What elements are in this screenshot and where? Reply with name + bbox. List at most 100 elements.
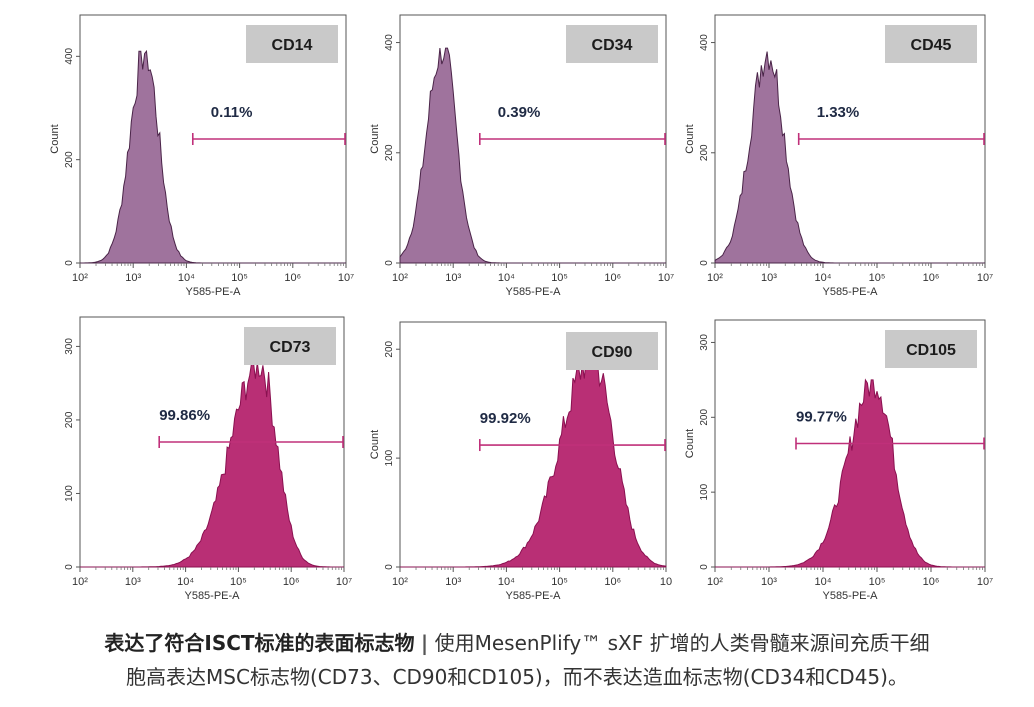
x-tick-label: 10⁵	[869, 576, 886, 588]
x-tick-label: 10⁶	[604, 576, 621, 588]
y-tick-label: 100	[384, 449, 395, 466]
y-axis-label: Count	[684, 429, 696, 458]
x-tick-label: 10⁴	[498, 272, 515, 284]
marker-badge	[244, 327, 336, 365]
x-tick-label: 10⁴	[815, 576, 832, 588]
x-tick-label: 10²	[392, 272, 408, 284]
x-tick-label: 10²	[707, 576, 723, 588]
marker-label: CD105	[906, 342, 956, 359]
y-tick-label: 200	[699, 409, 710, 426]
x-tick-label: 10⁶	[283, 576, 300, 588]
marker-label: CD45	[911, 37, 952, 54]
caption-separator: |	[420, 631, 429, 655]
marker-badge	[885, 25, 977, 63]
histogram-panel-cd73: 0 100 200 300 10² 10³ 10⁴ 10⁵ 10⁶ 10⁷ Y585-PE-A 99.…	[64, 316, 352, 602]
y-tick-label: 400	[384, 34, 395, 51]
y-tick-label: 0	[384, 564, 395, 570]
percent-label: 0.39%	[498, 104, 541, 121]
histogram-panel-cd90: 0 100 200 Count 10² 10³ 10⁴ 10⁵ 10⁶ 10 Y585-PE-A 99…	[369, 321, 672, 602]
y-tick-label: 0	[64, 260, 75, 266]
figure-caption: 表达了符合ISCT标准的表面标志物 | 使用MesenPlify™ sXF 扩增…	[0, 626, 1034, 694]
y-tick-label: 0	[384, 260, 395, 266]
y-tick-label: 400	[64, 48, 75, 65]
percent-label: 99.92%	[480, 410, 531, 427]
y-tick-label: 100	[64, 485, 75, 502]
histogram-area	[80, 49, 346, 264]
y-axis-label: Count	[684, 124, 696, 153]
marker-label: CD90	[592, 344, 633, 361]
y-tick-label: 200	[384, 340, 395, 357]
x-axis-label: Y585-PE-A	[822, 286, 878, 298]
x-tick-label: 10⁶	[604, 272, 621, 284]
y-tick-label: 100	[699, 483, 710, 500]
histogram-panel-cd105: 0 100 200 300 Count 10² 10³ 10⁴ 10⁵ 10⁶ 10⁷ Y585-PE…	[684, 319, 993, 602]
y-tick-label: 300	[699, 334, 710, 351]
x-tick-label: 10⁴	[178, 272, 195, 284]
histogram-panel-cd34: 0 200 400 Count 10² 10³ 10⁴ 10⁵ 10⁶ 10⁷ Y585-PE-A 0…	[369, 14, 674, 298]
histogram-area	[714, 51, 985, 264]
x-tick-label: 10⁵	[551, 576, 568, 588]
x-tick-label: 10⁶	[923, 272, 940, 284]
x-tick-label: 10⁵	[869, 272, 886, 284]
x-tick-label: 10³	[445, 272, 461, 284]
x-tick-label: 10⁷	[336, 576, 352, 588]
caption-line-2: 胞高表达MSC标志物(CD73、CD90和CD105)，而不表达造血标志物(CD…	[126, 665, 908, 689]
y-axis-label: Count	[369, 430, 381, 459]
marker-label: CD14	[272, 37, 313, 54]
x-axis-label: Y585-PE-A	[505, 590, 561, 602]
y-tick-label: 200	[64, 411, 75, 428]
x-tick-label: 10⁵	[231, 272, 248, 284]
percent-label: 99.86%	[159, 407, 210, 424]
x-axis-label: Y585-PE-A	[505, 286, 561, 298]
x-tick-label: 10²	[72, 576, 88, 588]
y-axis-label: Count	[49, 124, 61, 153]
x-tick-label: 10³	[445, 576, 461, 588]
percent-label: 0.11%	[211, 104, 253, 121]
marker-badge	[566, 25, 658, 63]
y-tick-label: 0	[699, 260, 710, 266]
y-tick-label: 0	[699, 564, 710, 570]
marker-label: CD34	[592, 37, 633, 54]
x-tick-label: 10⁷	[658, 272, 674, 284]
x-tick-label: 10⁵	[230, 576, 247, 588]
x-tick-label: 10⁴	[815, 272, 832, 284]
x-tick-label: 10²	[707, 272, 723, 284]
x-axis-label: Y585-PE-A	[184, 590, 240, 602]
x-tick-label: 10	[660, 576, 672, 588]
x-tick-label: 10³	[125, 576, 141, 588]
caption-text-1: 使用MesenPlify™ sXF 扩增的人类骨髓来源间充质干细	[434, 631, 930, 655]
x-tick-label: 10⁷	[977, 272, 993, 284]
histogram-panel-cd14: 0 200 400 Count 10² 10³ 10⁴ 10⁵ 10⁶ 10⁷ Y585-PE-A 0…	[49, 14, 354, 298]
x-tick-label: 10⁴	[498, 576, 515, 588]
x-tick-label: 10⁴	[177, 576, 194, 588]
marker-badge	[246, 25, 338, 63]
percent-label: 1.33%	[817, 104, 860, 121]
marker-label: CD73	[270, 339, 311, 356]
x-axis-label: Y585-PE-A	[822, 590, 878, 602]
x-tick-label: 10³	[761, 272, 777, 284]
x-tick-label: 10⁷	[977, 576, 993, 588]
percent-label: 99.77%	[796, 409, 847, 426]
y-tick-label: 200	[384, 144, 395, 161]
x-tick-label: 10⁶	[923, 576, 940, 588]
y-tick-label: 200	[699, 144, 710, 161]
histogram-panel-cd45: 0 200 400 Count 10² 10³ 10⁴ 10⁵ 10⁶ 10⁷ Y585-PE-A 1…	[684, 14, 993, 298]
x-tick-label: 10⁶	[284, 272, 301, 284]
caption-line-1: 表达了符合ISCT标准的表面标志物 | 使用MesenPlify™ sXF 扩增…	[0, 626, 1034, 660]
x-tick-label: 10²	[392, 576, 408, 588]
y-tick-label: 0	[64, 564, 75, 570]
marker-badge	[566, 332, 658, 370]
marker-badge	[885, 330, 977, 368]
x-tick-label: 10²	[72, 272, 88, 284]
histogram-area	[399, 47, 666, 264]
x-tick-label: 10³	[761, 576, 777, 588]
x-axis-label: Y585-PE-A	[185, 286, 241, 298]
y-axis-label: Count	[369, 124, 381, 153]
y-tick-label: 300	[64, 338, 75, 355]
y-tick-label: 400	[699, 34, 710, 51]
x-tick-label: 10⁷	[338, 272, 354, 284]
x-tick-label: 10³	[125, 272, 141, 284]
y-tick-label: 200	[64, 151, 75, 168]
x-tick-label: 10⁵	[551, 272, 568, 284]
